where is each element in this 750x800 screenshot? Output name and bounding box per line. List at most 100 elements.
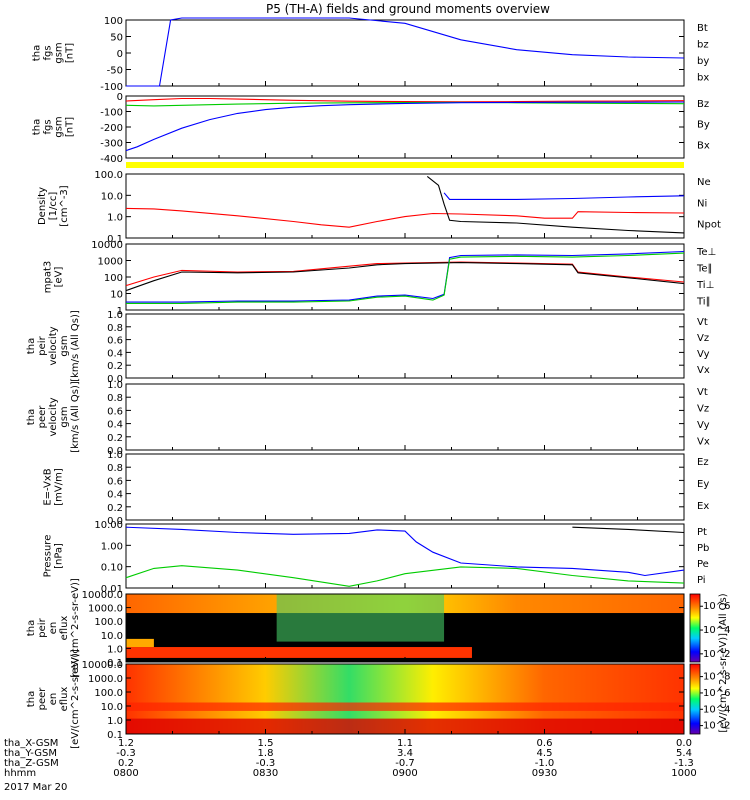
legend-Ex: Ex xyxy=(697,501,709,512)
y-tick-label: 0.1 xyxy=(107,658,123,669)
y-tick-label: 0.0 xyxy=(107,516,123,527)
y-tick-label: 0.0 xyxy=(107,374,123,385)
legend-Vy: Vy xyxy=(697,349,710,360)
legend-Ti∥: Ti∥ xyxy=(696,297,711,308)
y-tick-label: 10.00 xyxy=(94,520,123,531)
x-tick-label: -1.3 xyxy=(674,758,694,769)
panel-p5: 1.0 0.8 0.60.4 0.2 0.0 thapeirvelocitygsm[km/… xyxy=(26,310,710,385)
colorbar-tick: 10^8 xyxy=(703,672,730,683)
legend-Vz: Vz xyxy=(697,404,709,415)
y-tick-label: 0 xyxy=(117,49,123,60)
y-axis-label: thapeervelocitygsm[km/s (All Qs)] xyxy=(26,381,81,453)
x-axis-row-label: tha_Y-GSM xyxy=(4,748,57,759)
y-tick-label: -100 xyxy=(100,82,123,93)
panel-frame xyxy=(125,243,685,311)
panel-p1: 100 50 0 -50 -100 thafgsgsm[nT] Bt bz by bx xyxy=(32,16,710,93)
x-axis-row-label: hhmm xyxy=(4,768,36,779)
y-tick-label: -400 xyxy=(100,154,123,165)
y-tick-label: 1.0 xyxy=(107,213,123,224)
y-tick-label: 1.00 xyxy=(101,541,123,552)
y-tick-label: 0.2 xyxy=(107,503,123,514)
series-Bz xyxy=(125,97,685,103)
y-tick-label: 0.8 xyxy=(107,463,123,474)
x-tick-label: -0.3 xyxy=(256,758,276,769)
legend-Te⊥: Te⊥ xyxy=(696,247,716,258)
colorbar-tick: 10^4 xyxy=(703,704,730,715)
series-Pe xyxy=(125,565,685,587)
x-tick-label: 0900 xyxy=(392,768,417,779)
x-axis-date: 2017 Mar 20 xyxy=(4,782,67,793)
x-tick-label: 4.5 xyxy=(537,748,553,759)
panel-p4: 10000 1000 100 10 1 mpat3[eV] Te⊥ Te∥ Ti⊥ Ti∥ xyxy=(43,240,717,317)
y-tick-label: 1000.0 xyxy=(88,674,123,685)
series-Ti⊥ xyxy=(126,250,685,303)
y-tick-label: 10.0 xyxy=(101,191,123,202)
legend-Te∥: Te∥ xyxy=(696,264,713,275)
y-tick-label: 10.0 xyxy=(101,702,123,713)
x-tick-label: 0830 xyxy=(253,768,278,779)
x-tick-label: 1000 xyxy=(671,768,696,779)
y-tick-label: 0.2 xyxy=(107,433,123,444)
y-axis-label: thafgsgsm[nT] xyxy=(32,42,76,63)
y-tick-label: 100 xyxy=(104,16,123,27)
y-tick-label: 1.0 xyxy=(107,450,123,461)
series-Ni xyxy=(426,175,685,234)
legend-Vy: Vy xyxy=(697,420,710,431)
colorbar-label: [eV/(cm^2-s-sr-eV)] (All Qs) xyxy=(718,593,729,732)
y-axis-label: thapeireneflux[eV/(cm^2-s-sr-eV)] xyxy=(26,578,81,678)
y-tick-label: -50 xyxy=(107,66,123,77)
y-tick-label: 100.0 xyxy=(94,617,123,628)
panel-p8: 10.00 1.00 0.10 0.01 Pressure[nPa] Pt Pb Pe Pi xyxy=(43,520,710,595)
legend-Vt: Vt xyxy=(697,317,708,328)
legend-bx: bx xyxy=(697,73,709,84)
y-tick-label: 0.4 xyxy=(107,420,123,431)
legend-Vz: Vz xyxy=(697,333,709,344)
panel-p2: 0 -100 -200 -300 -400 thafgsgsm[nT] Bz By Bx xyxy=(32,92,710,165)
colorbar-p9 xyxy=(689,593,701,663)
legend-Bz: Bz xyxy=(697,99,709,110)
panel-frame xyxy=(125,313,685,379)
legend-Vt: Vt xyxy=(697,387,708,398)
y-tick-label: 0.10 xyxy=(101,563,123,574)
legend-Npot: Npot xyxy=(697,220,721,231)
legend-Ey: Ey xyxy=(697,479,709,490)
panel-p10: 10^8 10^6 10^4 10^2 10000.0 1000.0 100.0 10.0 1.… xyxy=(26,649,730,749)
panel-frame xyxy=(125,383,685,451)
x-tick-label: 1.5 xyxy=(258,738,274,749)
y-tick-label: -100 xyxy=(100,108,123,119)
series-Te⊥ xyxy=(125,261,685,287)
x-tick-label: 0.2 xyxy=(118,758,134,769)
x-tick-label: 1.8 xyxy=(258,748,274,759)
series-Ti∥ xyxy=(126,252,685,304)
y-tick-label: 0.4 xyxy=(107,490,123,501)
series-Npot xyxy=(443,192,685,200)
x-tick-label: 0.0 xyxy=(676,738,692,749)
legend-bz: bz xyxy=(697,40,709,51)
y-tick-label: 0.1 xyxy=(107,234,123,245)
series-Ne xyxy=(125,207,685,228)
panel-p6: 1.0 0.8 0.6 0.4 0.2 0.0 thapeervelocitygsm[km/… xyxy=(26,380,710,457)
y-tick-label: 0.8 xyxy=(107,323,123,334)
y-tick-label: 0.6 xyxy=(107,336,123,347)
series-Te∥ xyxy=(125,262,685,292)
y-tick-label: 0.6 xyxy=(107,406,123,417)
y-tick-label: 0 xyxy=(117,92,123,103)
x-tick-label: 0930 xyxy=(532,768,557,779)
x-tick-label: 1.1 xyxy=(397,738,413,749)
y-tick-label: 1000 xyxy=(98,257,123,268)
y-axis-label: thapeirvelocitygsm[km/s (All Qs)] xyxy=(26,310,81,382)
y-tick-label: 10000.0 xyxy=(82,660,123,671)
legend-By: By xyxy=(697,120,710,131)
colorbar-tick: 10^2 xyxy=(703,721,730,732)
panel-p7: 1.0 0.8 0.6 0.4 0.2 0.0 E=-VxB[mV/m] Ez Ey Ex xyxy=(43,450,710,527)
y-tick-label: 100 xyxy=(104,273,123,284)
x-tick-label: -1.0 xyxy=(535,758,555,769)
y-tick-label: 1 xyxy=(117,306,123,317)
y-tick-label: 0.8 xyxy=(107,393,123,404)
x-axis-row-label: tha_Z-GSM xyxy=(4,758,59,769)
x-tick-label: 0.6 xyxy=(537,738,553,749)
y-axis-label: Pressure[nPa] xyxy=(43,535,65,578)
y-tick-label: 0.2 xyxy=(107,361,123,372)
panel-frame xyxy=(125,95,685,159)
